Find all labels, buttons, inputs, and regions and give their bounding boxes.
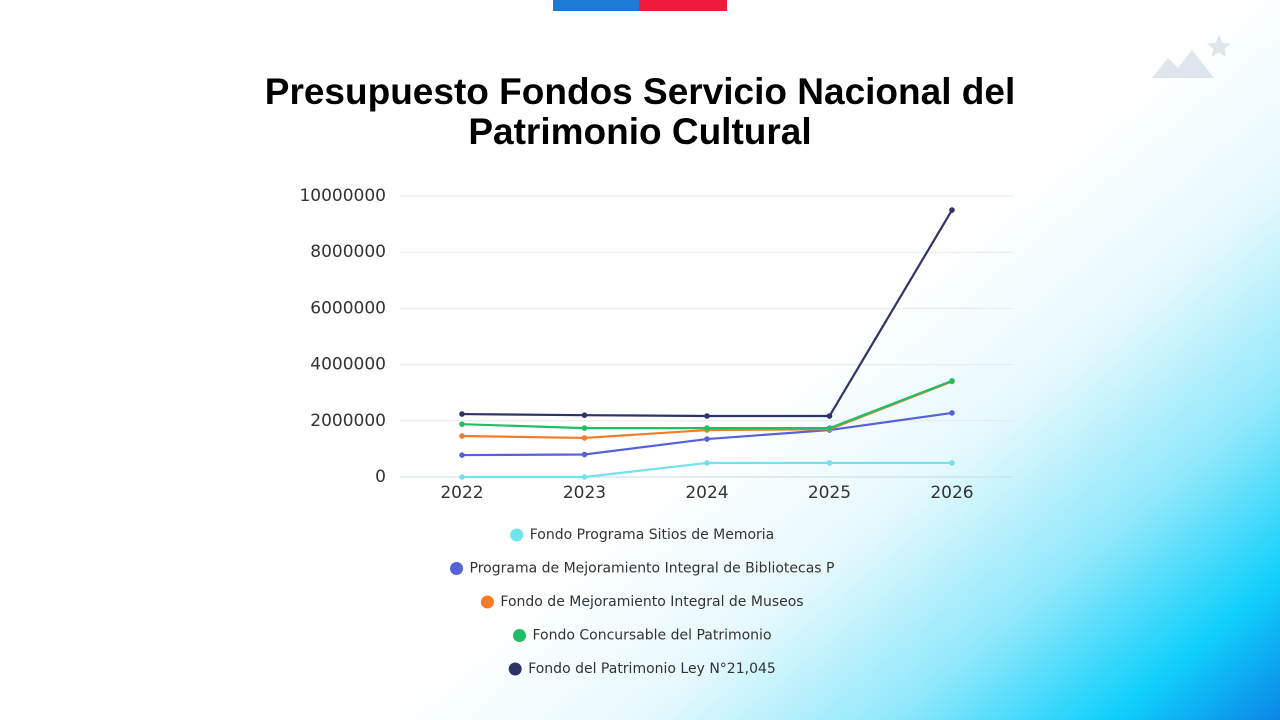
legend-marker (508, 662, 522, 676)
series-marker (459, 421, 465, 427)
series-marker (704, 460, 710, 466)
series-marker (826, 460, 833, 466)
flag-blue (553, 0, 639, 11)
legend-label: Fondo del Patrimonio Ley N°21,045 (528, 661, 776, 677)
y-tick-label: 10000000 (299, 186, 386, 206)
flag-red (639, 0, 727, 11)
series-line (461, 209, 953, 418)
series-marker (949, 460, 955, 466)
series-marker (581, 451, 588, 458)
series-line (461, 411, 953, 457)
legend-marker (512, 629, 526, 642)
series-marker (826, 413, 833, 419)
mountain-icon (1152, 50, 1214, 78)
series-marker (704, 436, 710, 442)
series-marker (581, 435, 588, 441)
legend-label: Fondo Programa Sitios de Memoria (530, 527, 775, 543)
series-marker (459, 452, 465, 458)
y-tick-label: 6000000 (310, 298, 386, 318)
series-marker (704, 425, 710, 431)
x-tick-label: 2023 (563, 483, 606, 503)
legend-label: Fondo Concursable del Patrimonio (532, 628, 771, 644)
series-marker (581, 412, 588, 418)
series-marker (704, 413, 710, 419)
series-marker (949, 378, 955, 384)
legend-marker (510, 528, 524, 542)
x-tick-label: 2024 (685, 483, 728, 503)
x-tick-label: 2026 (930, 483, 973, 503)
series-marker (459, 411, 465, 417)
legend-marker (480, 595, 494, 609)
y-tick-label: 0 (375, 467, 386, 487)
y-tick-label: 2000000 (310, 411, 386, 431)
series-marker (581, 474, 588, 480)
y-tick-label: 4000000 (310, 355, 386, 375)
series-marker (581, 425, 588, 431)
series-marker (459, 433, 465, 439)
series-marker (826, 425, 833, 431)
legend-label: Programa de Mejoramiento Integral de Bib… (470, 561, 835, 577)
chart-title: Presupuesto Fondos Servicio Nacional del… (264, 71, 1016, 152)
legend-label: Fondo de Mejoramiento Integral de Museos (500, 594, 803, 610)
series-marker (949, 207, 955, 213)
series-marker (459, 474, 465, 480)
y-tick-label: 8000000 (310, 242, 386, 262)
legend-marker (450, 562, 464, 575)
star-icon (1207, 35, 1231, 57)
x-tick-label: 2022 (440, 483, 483, 503)
series-marker (949, 410, 955, 416)
x-tick-label: 2025 (808, 483, 851, 503)
